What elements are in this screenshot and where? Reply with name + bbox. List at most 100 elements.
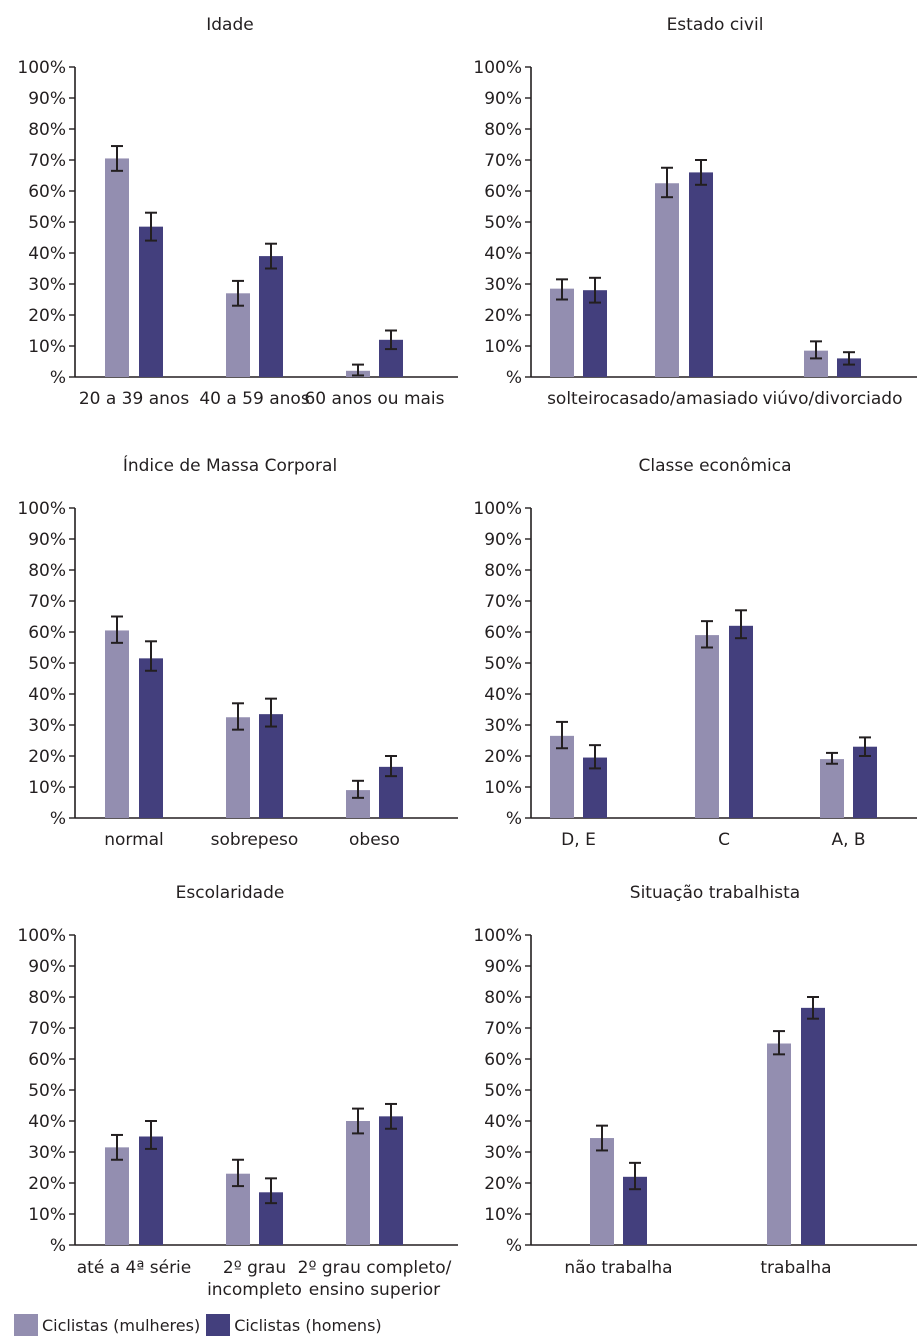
legend-item-men: Ciclistas (homens)	[206, 1314, 382, 1336]
x-tick-label: 20 a 39 anos	[79, 389, 189, 409]
y-tick-label: 100%	[17, 926, 66, 946]
y-tick-label: 10%	[28, 337, 66, 357]
chart-2: Estado civil% 10% 20% 30% 40% 50% 60% 70% 80% 90%…	[473, 15, 917, 409]
bar-men	[801, 1007, 825, 1245]
x-tick-label: casado/amasiado	[610, 389, 759, 409]
y-tick-label: 10%	[484, 337, 522, 357]
y-tick-label: 50%	[484, 1081, 522, 1101]
x-tick-label-line: D, E	[561, 830, 596, 850]
y-tick-label: %	[50, 809, 66, 829]
x-tick-label-line: casado/amasiado	[610, 389, 759, 409]
y-tick-label: 100%	[473, 926, 522, 946]
y-tick-label: 50%	[28, 213, 66, 233]
y-tick-label: 80%	[484, 988, 522, 1008]
x-tick-label-line: 60 anos ou mais	[304, 389, 444, 409]
x-tick-label-line: 2º grau	[223, 1258, 286, 1278]
y-tick-label: 40%	[484, 685, 522, 705]
x-tick-label-line: A, B	[831, 830, 865, 850]
y-tick-label: 40%	[28, 685, 66, 705]
bar-women	[346, 1121, 370, 1245]
bar-women	[590, 1138, 614, 1245]
bar-men	[139, 658, 163, 818]
y-tick-label: 90%	[484, 530, 522, 550]
bar-women	[226, 293, 250, 377]
y-tick-label: %	[50, 368, 66, 388]
y-tick-label: 30%	[28, 275, 66, 295]
bar-women	[105, 1147, 129, 1245]
y-tick-label: 80%	[28, 561, 66, 581]
y-tick-label: 90%	[484, 957, 522, 977]
y-tick-label: 50%	[28, 1081, 66, 1101]
x-tick-label: C	[718, 830, 730, 850]
x-tick-label-line: incompleto	[207, 1280, 302, 1300]
y-tick-label: 20%	[28, 306, 66, 326]
chart-3: Índice de Massa Corporal% 10% 20% 30% 40% 50%…	[17, 454, 458, 850]
y-tick-label: 40%	[484, 1112, 522, 1132]
bar-women	[550, 288, 574, 377]
y-tick-label: 30%	[28, 1143, 66, 1163]
bar-men	[853, 746, 877, 818]
y-tick-label: 40%	[28, 244, 66, 264]
y-tick-label: 100%	[473, 58, 522, 78]
legend-swatch-women	[14, 1314, 38, 1336]
legend-item-women: Ciclistas (mulheres)	[14, 1314, 200, 1336]
y-tick-label: %	[506, 368, 522, 388]
y-tick-label: 30%	[484, 716, 522, 736]
figure-canvas: Idade% 10% 20% 30% 40% 50% 60% 70% 80% 90% 100% 20 …	[17, 15, 917, 1300]
x-tick-label-line: 2º grau completo/	[298, 1258, 452, 1278]
y-tick-label: 80%	[484, 120, 522, 140]
y-tick-label: 60%	[484, 623, 522, 643]
x-tick-label: não trabalha	[564, 1258, 672, 1278]
y-tick-label: 10%	[28, 1205, 66, 1225]
y-tick-label: 10%	[484, 1205, 522, 1225]
x-tick-label: trabalha	[760, 1258, 831, 1278]
y-tick-label: 70%	[484, 592, 522, 612]
y-tick-label: 90%	[484, 89, 522, 109]
x-tick-label-line: não trabalha	[564, 1258, 672, 1278]
y-tick-label: %	[506, 809, 522, 829]
x-tick-label: 2º grau incompleto	[207, 1258, 302, 1300]
y-tick-label: 30%	[28, 716, 66, 736]
y-tick-label: 80%	[28, 120, 66, 140]
bar-women	[226, 717, 250, 818]
x-tick-label-line: obeso	[349, 830, 400, 850]
x-tick-label: 40 a 59 anos	[199, 389, 309, 409]
y-tick-label: 100%	[17, 499, 66, 519]
y-tick-label: 60%	[28, 1050, 66, 1070]
y-tick-label: 70%	[28, 1019, 66, 1039]
y-tick-label: 20%	[484, 1174, 522, 1194]
bar-men	[139, 226, 163, 377]
y-tick-label: 10%	[484, 778, 522, 798]
bar-women	[550, 735, 574, 818]
x-tick-label-line: ensino superior	[309, 1280, 440, 1300]
y-tick-label: 90%	[28, 530, 66, 550]
y-tick-label: 100%	[17, 58, 66, 78]
x-tick-label-line: até a 4ª série	[77, 1258, 191, 1278]
x-tick-label: A, B	[831, 830, 865, 850]
chart-title: Classe econômica	[638, 456, 791, 476]
x-tick-label-line: normal	[104, 830, 164, 850]
x-tick-label-line: 20 a 39 anos	[79, 389, 189, 409]
y-tick-label: 90%	[28, 957, 66, 977]
x-tick-label: 60 anos ou mais	[304, 389, 444, 409]
x-tick-label: solteiro	[547, 389, 610, 409]
y-tick-label: 50%	[484, 654, 522, 674]
x-tick-label: até a 4ª série	[77, 1258, 191, 1278]
y-tick-label: 60%	[484, 1050, 522, 1070]
bar-men	[259, 256, 283, 377]
x-tick-label-line: trabalha	[760, 1258, 831, 1278]
y-tick-label: 30%	[484, 275, 522, 295]
bar-women	[105, 158, 129, 377]
bar-women	[655, 183, 679, 377]
x-tick-label: D, E	[561, 830, 596, 850]
x-tick-label-line: 40 a 59 anos	[199, 389, 309, 409]
y-tick-label: 70%	[484, 151, 522, 171]
y-tick-label: 80%	[484, 561, 522, 581]
y-tick-label: 20%	[484, 747, 522, 767]
y-tick-label: 80%	[28, 988, 66, 1008]
x-tick-label: viúvo/divorciado	[762, 389, 902, 409]
y-tick-label: 90%	[28, 89, 66, 109]
chart-title: Índice de Massa Corporal	[123, 454, 337, 476]
legend: Ciclistas (mulheres) Ciclistas (homens)	[14, 1314, 388, 1336]
y-tick-label: 60%	[28, 623, 66, 643]
